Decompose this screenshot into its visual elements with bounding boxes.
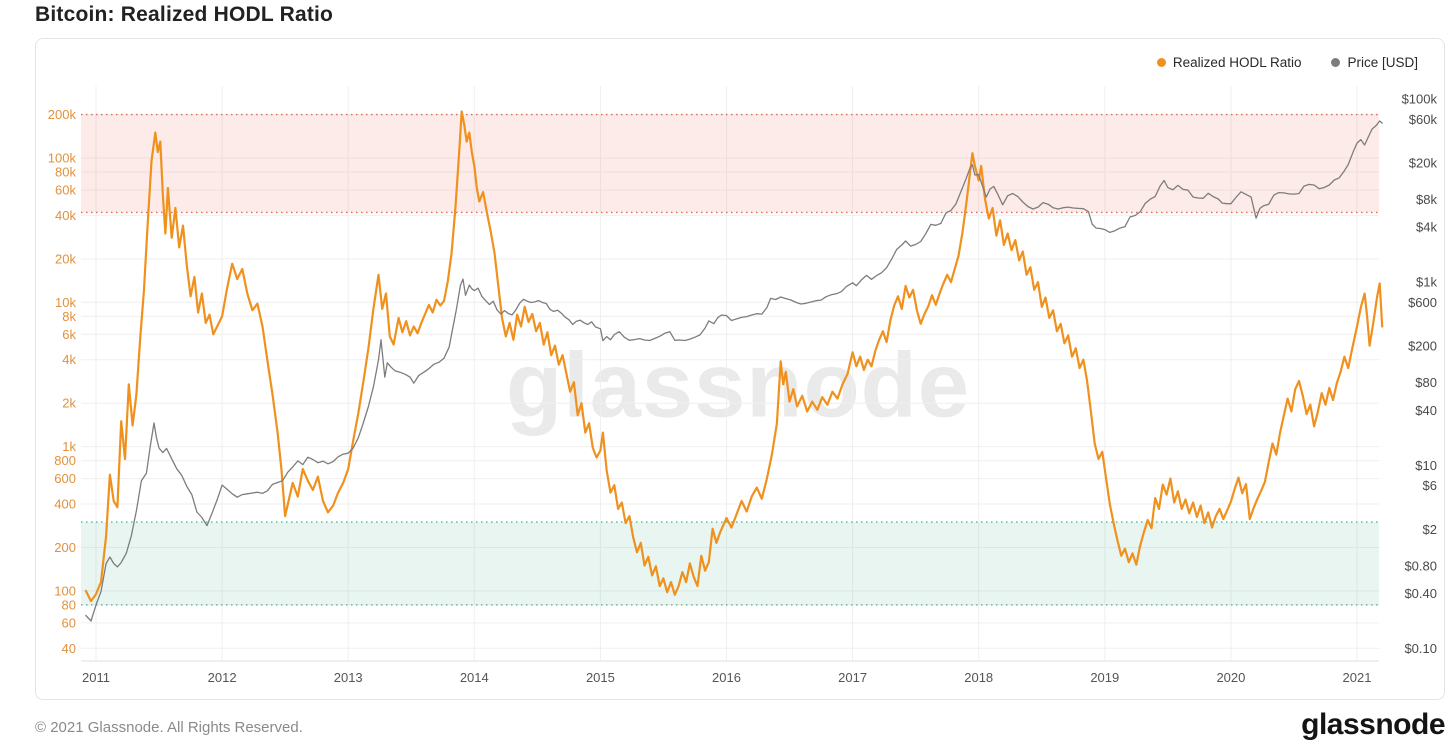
left-tick-label: 40k (55, 208, 76, 223)
legend-dot-orange-icon (1156, 58, 1166, 67)
copyright-text: © 2021 Glassnode. All Rights Reserved. (35, 719, 303, 736)
left-tick-label: 800 (54, 453, 76, 468)
chart-card: glassnode 2011 2012 2013 2014 2015 2016 2017 20… (35, 38, 1445, 700)
right-tick-label: $200 (1408, 339, 1437, 354)
glassnode-logo: glassnode (1301, 708, 1445, 741)
x-tick-label: 2021 (1343, 670, 1372, 685)
page-title: Bitcoin: Realized HODL Ratio (35, 3, 334, 27)
x-tick-label: 2015 (586, 670, 615, 685)
x-tick-label: 2011 (82, 670, 110, 685)
left-tick-label: 100 (54, 583, 76, 598)
right-tick-label: $20k (1409, 156, 1438, 171)
x-tick-label: 2012 (208, 670, 237, 685)
left-tick-label: 60 (62, 615, 76, 630)
right-tick-label: $100k (1402, 92, 1438, 107)
left-tick-label: 60k (55, 183, 76, 198)
x-tick-label: 2019 (1090, 670, 1119, 685)
right-tick-label: $0.80 (1404, 558, 1437, 573)
left-tick-label: 200 (54, 540, 76, 555)
left-tick-label: 400 (54, 497, 76, 512)
legend-dot-gray-icon (1331, 58, 1341, 67)
chart-legend: Realized HODL Ratio Price [USD] (1156, 55, 1418, 70)
left-tick-label: 8k (62, 309, 76, 324)
left-tick-label: 80 (62, 597, 76, 612)
x-tick-label: 2018 (964, 670, 993, 685)
left-tick-label: 100k (48, 151, 77, 166)
x-tick-label: 2013 (334, 670, 363, 685)
left-tick-label: 20k (55, 251, 76, 266)
left-tick-label: 40 (62, 641, 76, 656)
right-tick-label: $6 (1423, 478, 1437, 493)
right-tick-label: $4k (1416, 220, 1437, 235)
right-tick-label: $80 (1415, 375, 1437, 390)
x-tick-label: 2017 (838, 670, 867, 685)
overheated-band (81, 114, 1379, 213)
left-tick-label: 2k (62, 396, 76, 411)
left-tick-label: 200k (48, 107, 77, 122)
right-tick-label: $600 (1408, 295, 1437, 310)
x-tick-label: 2016 (712, 670, 741, 685)
left-tick-label: 6k (62, 327, 76, 342)
left-tick-label: 10k (55, 295, 76, 310)
left-tick-label: 80k (55, 165, 76, 180)
legend-label: Realized HODL Ratio (1172, 55, 1302, 70)
right-tick-label: $1k (1416, 275, 1437, 290)
accumulation-band (81, 522, 1379, 605)
right-tick-label: $40 (1415, 403, 1437, 418)
x-tick-label: 2020 (1216, 670, 1245, 685)
left-tick-label: 4k (62, 352, 76, 367)
left-tick-label: 600 (54, 471, 76, 486)
x-tick-label: 2014 (460, 670, 489, 685)
series-right (85, 120, 1383, 622)
legend-label: Price [USD] (1347, 55, 1418, 70)
legend-item-realized-hodl-ratio[interactable]: Realized HODL Ratio (1156, 55, 1302, 70)
right-tick-label: $10 (1415, 458, 1437, 473)
right-tick-label: $8k (1416, 192, 1437, 207)
series-left (84, 110, 1384, 603)
chart-plot-area[interactable]: 2011 2012 2013 2014 2015 2016 2017 2018 2019 2020… (36, 39, 1446, 701)
right-tick-label: $0.40 (1404, 586, 1437, 601)
right-tick-label: $2 (1423, 522, 1437, 537)
right-tick-label: $60k (1409, 112, 1438, 127)
left-tick-label: 1k (62, 439, 76, 454)
legend-item-price-usd[interactable]: Price [USD] (1331, 55, 1418, 70)
right-tick-label: $0.10 (1404, 641, 1437, 656)
